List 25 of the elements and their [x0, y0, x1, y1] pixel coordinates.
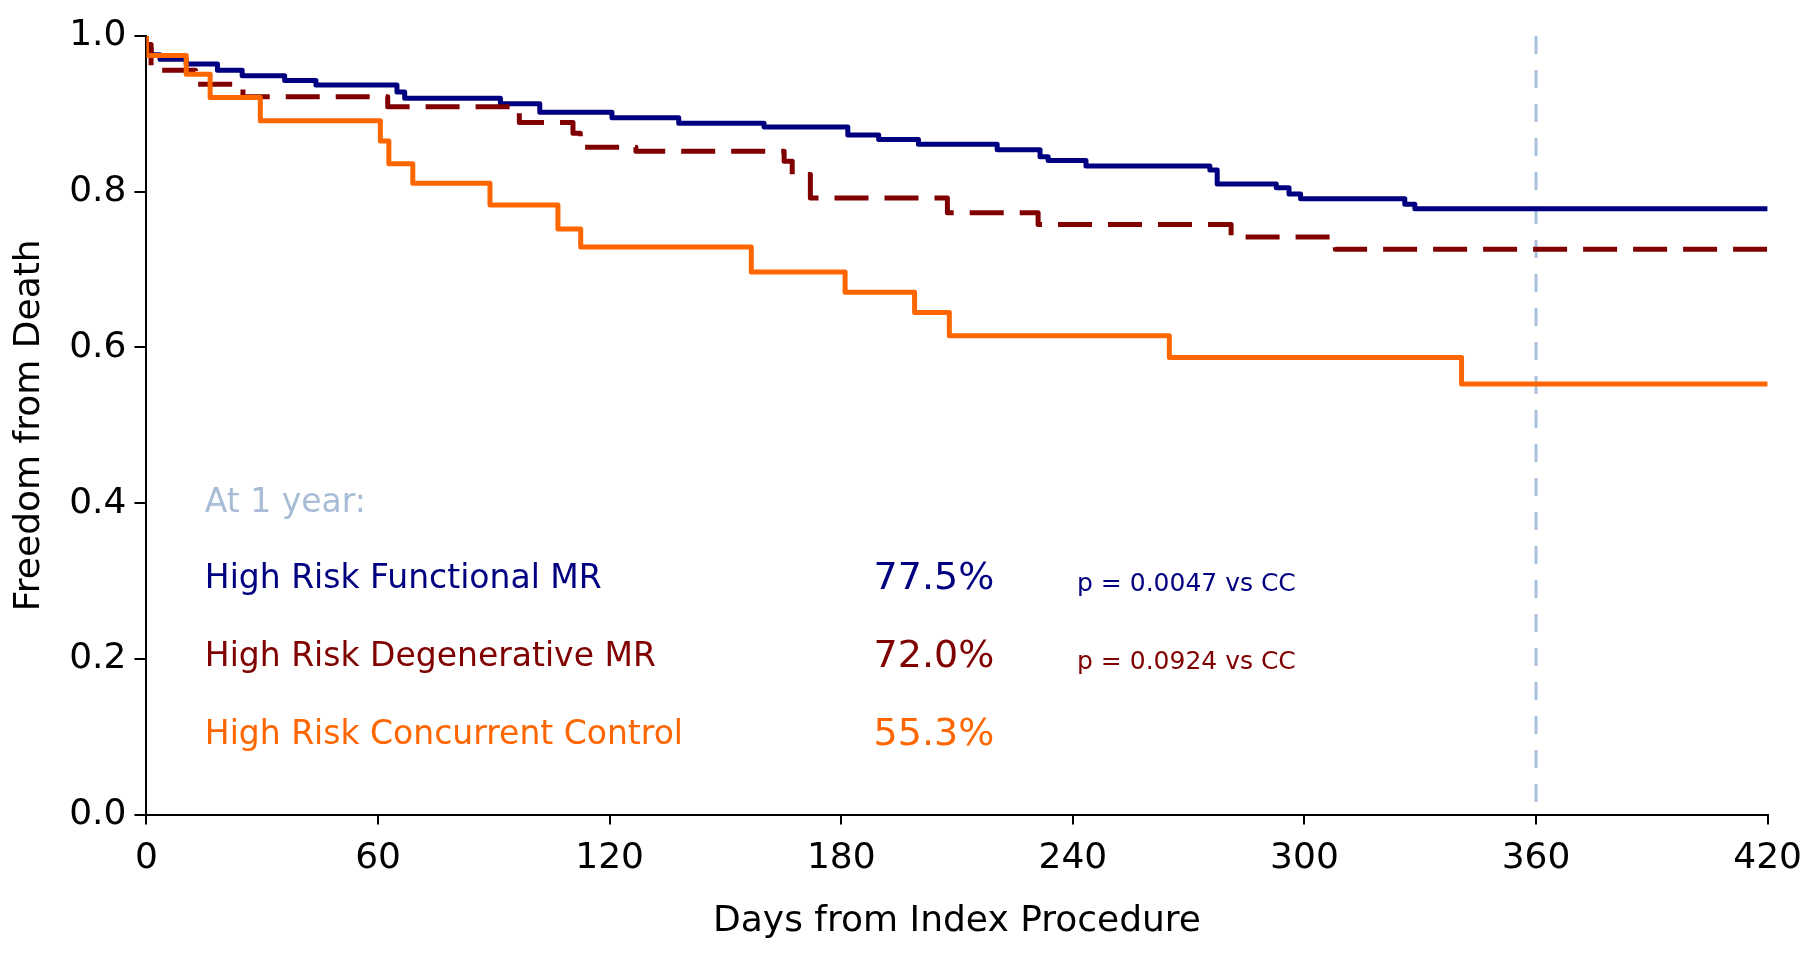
y-tick-label: 0.4 [69, 479, 127, 521]
legend-title: At 1 year: [204, 480, 366, 520]
x-tick-label: 240 [1038, 834, 1108, 876]
y-tick-label: 0.6 [69, 323, 127, 365]
annotation: 72.0% [873, 632, 995, 677]
annotation: 55.3% [873, 710, 995, 755]
x-tick-label: 0 [135, 834, 158, 876]
y-tick-label: 0.2 [69, 635, 127, 677]
annotation: 77.5% [873, 554, 995, 599]
y-tick-label: 0.0 [69, 790, 127, 832]
x-axis-title: Days from Index Procedure [713, 897, 1202, 939]
x-tick-label: 180 [806, 834, 876, 876]
y-tick-label: 0.8 [69, 168, 127, 210]
x-tick-label: 120 [575, 834, 645, 876]
y-axis-title: Freedom from Death [5, 239, 47, 612]
text: High Risk Functional MR [204, 557, 602, 597]
text: High Risk Degenerative MR [204, 634, 656, 674]
annotation: p = 0.0047 vs CC [1077, 567, 1296, 597]
x-tick-label: 360 [1501, 834, 1571, 876]
x-tick-label: 420 [1733, 834, 1802, 876]
y-tick-label: 1.0 [69, 12, 127, 54]
annotation: p = 0.0924 vs CC [1077, 645, 1296, 675]
text: High Risk Concurrent Control [204, 712, 684, 752]
x-tick-label: 60 [355, 834, 401, 876]
x-tick-label: 300 [1270, 834, 1339, 876]
